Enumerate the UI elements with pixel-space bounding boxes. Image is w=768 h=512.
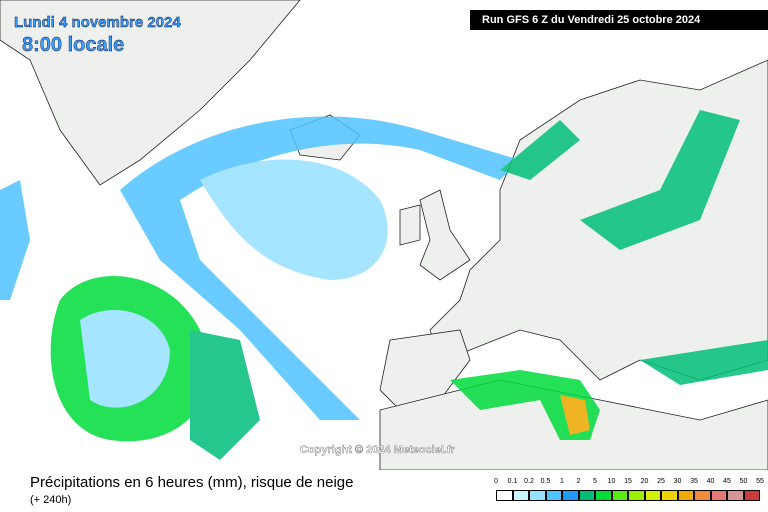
legend-label: 1 xyxy=(560,478,564,485)
legend-label: 0.5 xyxy=(540,478,551,485)
legend-label: 45 xyxy=(723,478,731,485)
legend-label: 10 xyxy=(607,478,616,485)
legend-swatch xyxy=(661,490,678,501)
legend-swatch xyxy=(529,490,546,501)
legend-label: 55 xyxy=(756,478,764,485)
legend-swatch xyxy=(545,490,562,501)
legend-label: 0 xyxy=(494,478,498,485)
legend-label: 20 xyxy=(640,478,649,485)
legend-label: 25 xyxy=(657,478,665,485)
footer-lead: (+ 240h) xyxy=(30,494,72,506)
legend-label: 0.2 xyxy=(524,478,534,485)
legend-swatch xyxy=(677,490,694,501)
legend-swatch xyxy=(562,490,579,501)
legend-swatch xyxy=(694,490,711,501)
legend-label: 15 xyxy=(624,478,632,485)
legend-swatch xyxy=(496,490,513,501)
legend-swatch xyxy=(743,490,760,501)
legend: 0 0.1 0.2 0.5 1 2 5 10 15 20 25 30 35 40 45 50 55 xyxy=(490,478,765,508)
footer-title: Précipitations en 6 heures (mm), risque … xyxy=(30,474,354,491)
legend-swatch xyxy=(628,490,645,501)
date: Lundi 4 novembre 2024 xyxy=(14,14,181,31)
legend-swatch xyxy=(578,490,595,501)
legend-label: 5 xyxy=(593,478,597,485)
run-banner: Run GFS 6 Z du Vendredi 25 octobre 2024 xyxy=(470,10,768,30)
time: 8:00 locale xyxy=(22,34,125,56)
legend-swatch xyxy=(611,490,628,501)
run: Run GFS 6 Z du Vendredi 25 octobre 2024 xyxy=(482,14,701,26)
legend-label: 30 xyxy=(673,478,682,485)
legend-swatch xyxy=(644,490,661,501)
legend-label: 40 xyxy=(706,478,715,485)
map xyxy=(0,0,768,470)
legend-label: 2 xyxy=(576,478,581,485)
legend-label: 35 xyxy=(690,478,698,485)
legend-swatch xyxy=(710,490,727,501)
copyright: Copyright © 2024 Meteociel.fr xyxy=(300,444,455,456)
legend-swatch xyxy=(595,490,612,501)
precipitation xyxy=(0,110,768,460)
legend-swatch xyxy=(512,490,529,501)
legend-swatch xyxy=(727,490,744,501)
legend-label: 50 xyxy=(739,478,748,485)
legend-label: 0.1 xyxy=(507,478,518,485)
